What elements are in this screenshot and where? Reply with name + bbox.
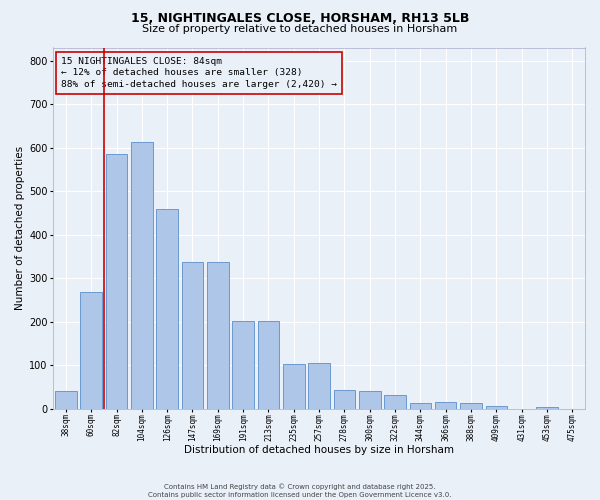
Text: 15 NIGHTINGALES CLOSE: 84sqm
← 12% of detached houses are smaller (328)
88% of s: 15 NIGHTINGALES CLOSE: 84sqm ← 12% of de… (61, 56, 337, 89)
Bar (131, 142, 152, 409)
Text: Size of property relative to detached houses in Horsham: Size of property relative to detached ho… (142, 24, 458, 34)
Bar (283, 364, 305, 409)
Bar (435, 402, 457, 409)
Bar (207, 262, 229, 409)
Bar (410, 404, 431, 409)
Y-axis label: Number of detached properties: Number of detached properties (15, 146, 25, 310)
Bar (536, 406, 558, 409)
Bar (385, 394, 406, 409)
Bar (106, 154, 127, 409)
Bar (55, 392, 77, 409)
Text: 15, NIGHTINGALES CLOSE, HORSHAM, RH13 5LB: 15, NIGHTINGALES CLOSE, HORSHAM, RH13 5L… (131, 12, 469, 26)
Bar (258, 321, 279, 409)
Bar (460, 404, 482, 409)
Bar (182, 262, 203, 409)
Bar (334, 390, 355, 409)
Bar (359, 390, 380, 409)
Bar (80, 292, 102, 409)
X-axis label: Distribution of detached houses by size in Horsham: Distribution of detached houses by size … (184, 445, 454, 455)
Bar (232, 321, 254, 409)
Bar (308, 363, 330, 409)
Bar (157, 208, 178, 409)
Bar (485, 406, 507, 409)
Text: Contains HM Land Registry data © Crown copyright and database right 2025.
Contai: Contains HM Land Registry data © Crown c… (148, 483, 452, 498)
